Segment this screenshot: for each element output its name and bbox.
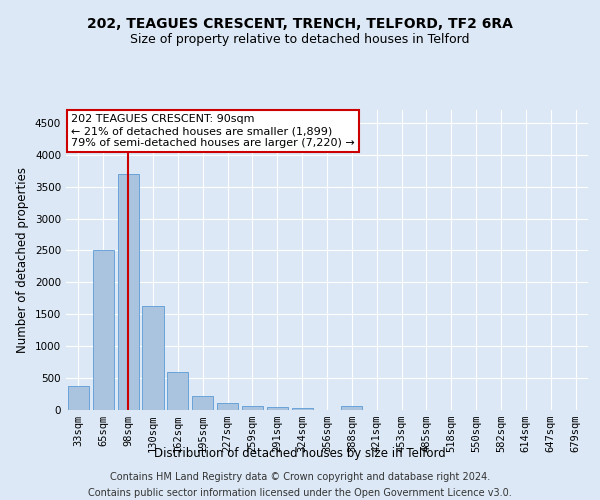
Bar [217, 403, 238, 410]
Bar [142, 306, 164, 410]
Bar [192, 396, 213, 410]
Bar [292, 408, 313, 410]
Bar [267, 408, 288, 410]
Bar [68, 386, 89, 410]
Bar [242, 406, 263, 410]
Y-axis label: Number of detached properties: Number of detached properties [16, 167, 29, 353]
Text: Contains public sector information licensed under the Open Government Licence v3: Contains public sector information licen… [88, 488, 512, 498]
Text: 202, TEAGUES CRESCENT, TRENCH, TELFORD, TF2 6RA: 202, TEAGUES CRESCENT, TRENCH, TELFORD, … [87, 18, 513, 32]
Text: Distribution of detached houses by size in Telford: Distribution of detached houses by size … [154, 448, 446, 460]
Text: Size of property relative to detached houses in Telford: Size of property relative to detached ho… [130, 32, 470, 46]
Bar [93, 250, 114, 410]
Bar [118, 174, 139, 410]
Text: 202 TEAGUES CRESCENT: 90sqm
← 21% of detached houses are smaller (1,899)
79% of : 202 TEAGUES CRESCENT: 90sqm ← 21% of det… [71, 114, 355, 148]
Bar [167, 372, 188, 410]
Text: Contains HM Land Registry data © Crown copyright and database right 2024.: Contains HM Land Registry data © Crown c… [110, 472, 490, 482]
Bar [341, 406, 362, 410]
